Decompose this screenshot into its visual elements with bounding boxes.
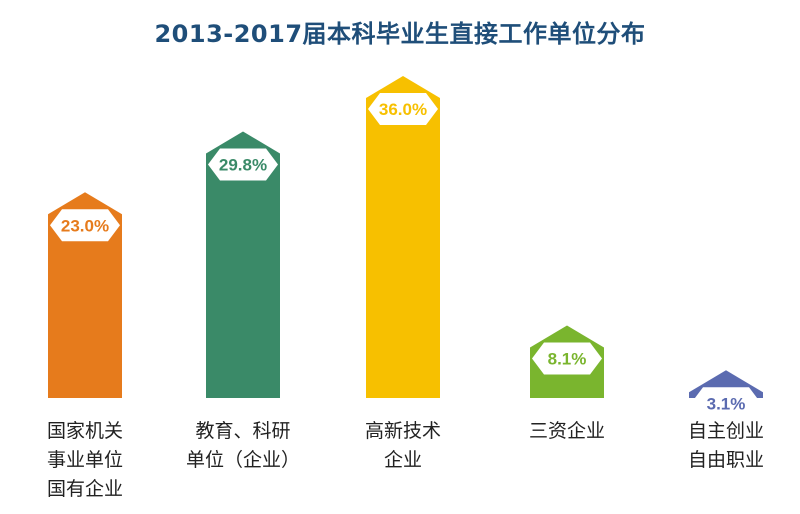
value-badge <box>532 342 602 375</box>
value-label: 29.8% <box>219 155 267 174</box>
category-label: 教育、科研 <box>195 420 290 442</box>
category-label: 国有企业 <box>47 478 123 500</box>
category-label: 三资企业 <box>529 420 605 442</box>
bar <box>48 192 122 398</box>
bar <box>366 76 440 398</box>
value-label: 3.1% <box>707 394 746 413</box>
category-label: 事业单位 <box>47 449 123 471</box>
category-label: 自由职业 <box>688 449 764 471</box>
value-label: 8.1% <box>548 350 587 369</box>
chart-title: 2013-2017届本科毕业生直接工作单位分布 <box>154 20 646 48</box>
category-label: 高新技术 <box>365 420 441 442</box>
value-badge <box>50 209 120 242</box>
category-label: 国家机关 <box>47 420 123 442</box>
value-badge <box>691 387 761 420</box>
category-label: 单位（企业） <box>186 449 300 471</box>
bar <box>206 131 280 398</box>
value-badge <box>368 93 438 125</box>
value-badge <box>208 148 278 181</box>
value-label: 23.0% <box>61 216 109 235</box>
bar-group: 8.1% 三资企业 <box>529 325 605 442</box>
value-label: 36.0% <box>379 100 427 119</box>
category-label: 自主创业 <box>688 420 764 442</box>
category-label: 企业 <box>384 449 422 471</box>
